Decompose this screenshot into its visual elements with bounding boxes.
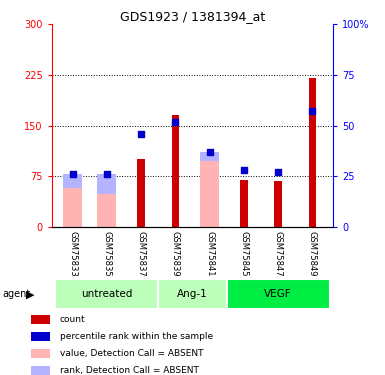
Text: count: count — [60, 315, 85, 324]
Text: rank, Detection Call = ABSENT: rank, Detection Call = ABSENT — [60, 366, 199, 375]
Text: GSM75833: GSM75833 — [68, 231, 77, 277]
Bar — [31, 349, 50, 358]
Text: GSM75841: GSM75841 — [205, 231, 214, 277]
Bar — [31, 366, 50, 375]
Point — [275, 169, 281, 175]
Point — [69, 171, 75, 177]
Text: GSM75849: GSM75849 — [308, 231, 317, 277]
Bar — [31, 332, 50, 341]
Point — [207, 149, 213, 155]
Bar — [137, 159, 145, 227]
Text: percentile rank within the sample: percentile rank within the sample — [60, 332, 213, 341]
Text: GSM75839: GSM75839 — [171, 231, 180, 277]
Bar — [309, 78, 316, 227]
Text: GSM75845: GSM75845 — [239, 231, 248, 277]
Bar — [200, 152, 219, 227]
Text: GSM75847: GSM75847 — [274, 231, 283, 277]
Text: agent: agent — [2, 290, 30, 299]
Text: value, Detection Call = ABSENT: value, Detection Call = ABSENT — [60, 349, 203, 358]
Title: GDS1923 / 1381394_at: GDS1923 / 1381394_at — [120, 10, 265, 23]
Text: GSM75837: GSM75837 — [137, 231, 146, 277]
Bar — [275, 181, 282, 227]
Bar — [200, 161, 219, 227]
Text: Ang-1: Ang-1 — [177, 290, 208, 299]
Bar — [227, 279, 330, 309]
Point — [241, 167, 247, 173]
Bar — [172, 116, 179, 227]
Bar — [63, 174, 82, 227]
Bar — [97, 174, 116, 227]
Point — [310, 108, 316, 114]
Bar — [63, 188, 82, 227]
Bar — [97, 195, 116, 227]
Point — [138, 131, 144, 137]
Text: VEGF: VEGF — [264, 290, 292, 299]
Point — [104, 171, 110, 177]
Text: untreated: untreated — [81, 290, 132, 299]
Text: GSM75835: GSM75835 — [102, 231, 111, 277]
Bar — [240, 180, 248, 227]
Point — [172, 118, 178, 124]
Text: ▶: ▶ — [26, 290, 35, 299]
Bar — [31, 315, 50, 324]
Bar — [158, 279, 227, 309]
Bar — [55, 279, 158, 309]
